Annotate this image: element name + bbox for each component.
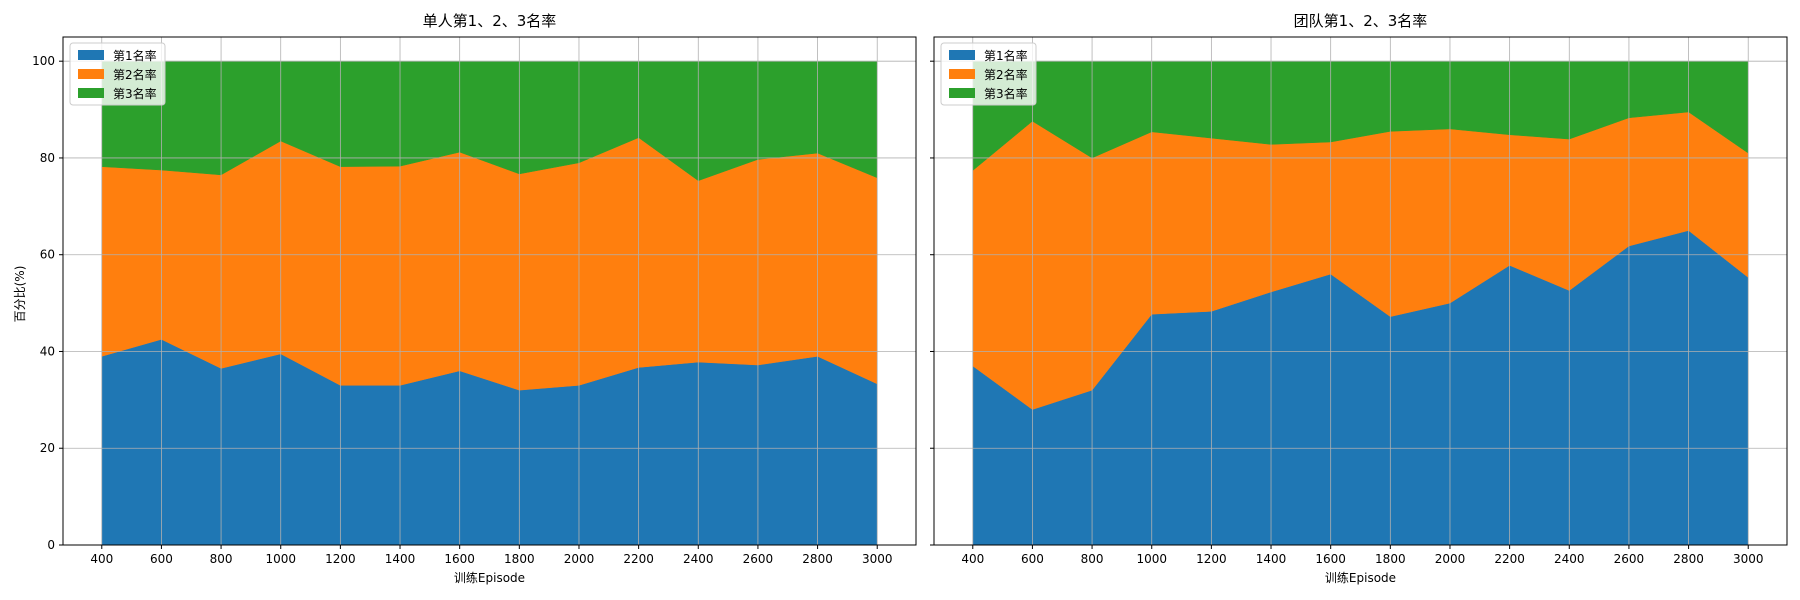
x-tick-label: 600	[1021, 552, 1044, 566]
legend-label-1: 第1名率	[113, 48, 157, 63]
y-tick-label: 40	[40, 344, 55, 358]
legend-swatch-2	[78, 69, 104, 79]
y-axis-label: 百分比(%)	[13, 266, 27, 323]
y-tick-label: 60	[40, 248, 55, 262]
x-tick-label: 2200	[1494, 552, 1525, 566]
x-tick-label: 2000	[1435, 552, 1466, 566]
legend-label-1: 第1名率	[984, 48, 1028, 63]
x-tick-label: 2200	[623, 552, 654, 566]
chart-title: 团队第1、2、3名率	[1294, 12, 1428, 30]
legend-swatch-3	[949, 88, 975, 98]
x-tick-label: 2400	[1554, 552, 1585, 566]
x-axis-label: 训练Episode	[454, 570, 525, 585]
x-tick-label: 1800	[1375, 552, 1406, 566]
legend-label-3: 第3名率	[113, 86, 157, 101]
legend-swatch-1	[949, 50, 975, 60]
x-tick-label: 1400	[1256, 552, 1287, 566]
x-tick-label: 1800	[504, 552, 535, 566]
x-axis-label: 训练Episode	[1325, 570, 1396, 585]
x-tick-label: 1200	[325, 552, 356, 566]
x-tick-label: 2600	[743, 552, 774, 566]
y-tick-label: 20	[40, 441, 55, 455]
x-tick-label: 600	[150, 552, 173, 566]
area-series-2	[101, 137, 878, 391]
x-tick-label: 2000	[564, 552, 595, 566]
legend-swatch-1	[78, 50, 104, 60]
x-tick-label: 800	[1081, 552, 1104, 566]
chart-single: 400 600 800 1000 1200 1400 1600 1800 2000 2200 240…	[32, 12, 917, 585]
x-tick-label: 1000	[265, 552, 296, 566]
y-tick-label: 80	[40, 151, 55, 165]
x-tick-label: 1200	[1196, 552, 1227, 566]
x-tick-label: 3000	[862, 552, 893, 566]
legend-swatch-3	[78, 88, 104, 98]
x-tick-label: 3000	[1733, 552, 1764, 566]
x-tick-label: 2400	[683, 552, 714, 566]
y-tick-label: 0	[47, 538, 55, 552]
x-tick-label: 400	[961, 552, 984, 566]
x-tick-label: 2800	[802, 552, 833, 566]
axes-frame	[933, 36, 1788, 546]
x-tick-label: 1600	[444, 552, 475, 566]
x-tick-label: 2800	[1673, 552, 1704, 566]
x-tick-label: 800	[210, 552, 233, 566]
x-tick-label: 1400	[385, 552, 416, 566]
axes-frame	[62, 36, 917, 546]
x-tick-label: 400	[90, 552, 113, 566]
x-tick-label: 1600	[1315, 552, 1346, 566]
x-tick-label: 1000	[1136, 552, 1167, 566]
legend-label-2: 第2名率	[113, 67, 157, 82]
legend-swatch-2	[949, 69, 975, 79]
x-tick-label: 2600	[1614, 552, 1645, 566]
legend-label-3: 第3名率	[984, 86, 1028, 101]
y-tick-label: 100	[32, 54, 55, 68]
legend-label-2: 第2名率	[984, 67, 1028, 82]
chart-team: 400 600 800 1000 1200 1400 1600 1800 2000 2200 240…	[930, 12, 1788, 585]
chart-title: 单人第1、2、3名率	[423, 12, 557, 30]
